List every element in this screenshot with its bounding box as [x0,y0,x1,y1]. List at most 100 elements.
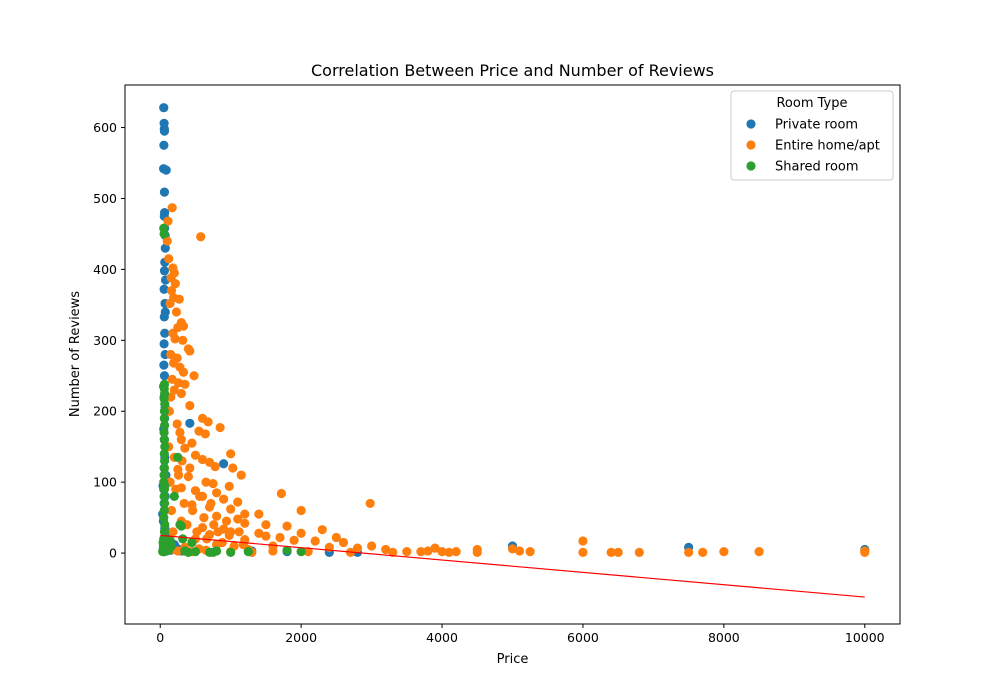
data-point [173,452,183,462]
data-point [243,547,253,557]
data-point [365,498,375,509]
data-point [195,491,205,501]
data-point [178,367,189,377]
data-point [183,471,194,482]
data-point [317,525,327,535]
legend-label: Private room [775,118,858,133]
data-point [185,418,195,428]
data-point [240,509,250,519]
plot-frame [124,84,901,625]
data-point [254,528,264,538]
data-point [282,545,292,555]
data-point [234,527,244,537]
data-point [159,427,169,438]
data-point [160,328,170,338]
data-point [211,546,222,556]
x-tick-label: 0 [156,630,164,645]
data-point [159,484,170,494]
y-tick-label: 200 [93,404,117,419]
y-tick-label: 600 [93,120,117,135]
data-point [423,546,433,556]
data-point [185,463,195,473]
data-point [296,547,306,557]
data-point [196,232,206,242]
data-point [525,547,535,557]
data-point [183,547,194,557]
data-point [203,417,213,427]
data-point [171,484,181,494]
data-point [176,521,186,531]
data-point [331,532,341,543]
data-point [578,536,588,546]
data-point [437,547,447,557]
data-point [228,463,238,473]
data-point [178,335,188,345]
data-point [698,547,708,557]
data-point [388,547,398,557]
data-point [168,527,178,537]
series-entire-home-apt [162,203,870,557]
data-point [507,544,518,554]
data-point [180,443,190,453]
data-point [159,284,169,294]
data-point [160,442,170,452]
data-point [166,505,177,516]
x-axis-label: Price [497,652,529,667]
data-point [190,450,201,460]
data-point [217,537,227,548]
data-point [310,536,320,546]
data-point [185,400,195,411]
data-point [170,334,180,344]
data-point [189,371,199,381]
data-point [160,520,170,530]
data-point [178,534,188,544]
data-point [215,422,225,433]
data-point [188,505,198,516]
y-tick-label: 300 [93,333,117,348]
data-point [226,547,236,557]
data-point [174,294,184,304]
data-point [159,406,170,416]
data-point [199,513,209,523]
legend-label: Shared room [775,160,859,175]
data-point [338,537,349,548]
legend-marker [746,140,756,150]
x-axis: 0 2000 4000 6000 8000 10000 [156,624,885,645]
data-point [180,379,190,389]
data-point [226,504,236,514]
chart-title: Correlation Between Price and Number of … [311,61,714,80]
data-point [209,520,219,530]
data-point [275,532,285,543]
x-tick-label: 2000 [285,630,317,645]
data-point [213,527,223,537]
data-point [164,254,174,264]
data-point [159,266,170,276]
data-point [185,346,195,356]
data-point [226,449,236,459]
data-point [219,494,229,504]
trendline-layer [160,534,865,598]
data-point [166,541,177,551]
legend-title: Room Type [776,96,847,111]
data-point [402,547,412,557]
y-tick-label: 0 [109,546,117,561]
data-point [211,488,222,498]
y-axis: 0 100 200 300 400 500 600 [93,120,125,561]
data-point [210,461,220,472]
data-point [514,546,525,556]
data-point [296,505,306,516]
data-point [159,103,169,113]
data-point [208,478,218,489]
data-point [159,126,170,136]
data-point [159,229,169,239]
data-point [197,454,208,465]
data-point [200,429,210,439]
series-shared-room [158,223,306,557]
data-point [160,399,170,409]
data-point [236,470,246,480]
data-point [224,530,234,540]
data-point [159,140,169,150]
data-point [161,165,171,175]
data-point [472,547,482,557]
